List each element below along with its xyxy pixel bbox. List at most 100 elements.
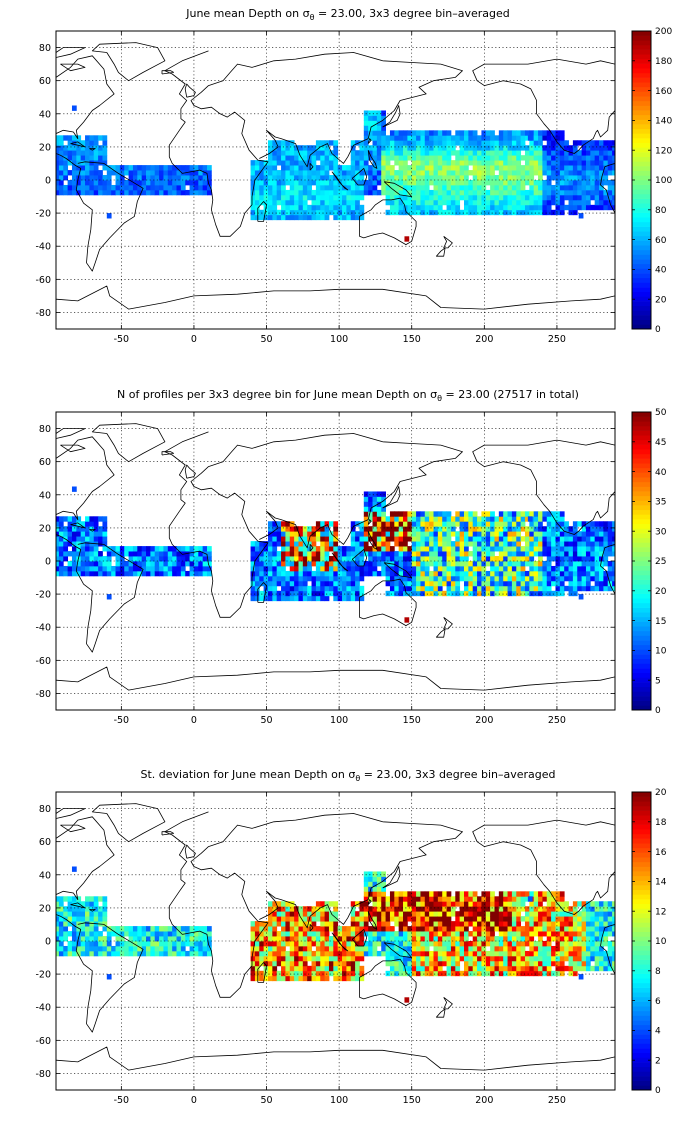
data-cell bbox=[612, 565, 615, 572]
data-cell bbox=[71, 945, 77, 952]
data-cell bbox=[355, 551, 360, 557]
data-cell bbox=[368, 936, 373, 942]
data-cell bbox=[359, 175, 365, 181]
data-cell bbox=[464, 970, 469, 977]
data-cell bbox=[376, 150, 382, 156]
data-cell bbox=[328, 204, 334, 211]
data-cell bbox=[546, 585, 552, 592]
data-cell bbox=[93, 155, 99, 161]
data-cell bbox=[89, 551, 95, 557]
data-cell bbox=[368, 496, 373, 502]
data-cell bbox=[132, 570, 138, 577]
data-cell bbox=[102, 180, 108, 186]
data-cell bbox=[585, 150, 591, 156]
data-cell bbox=[403, 896, 408, 902]
data-cell bbox=[455, 901, 461, 907]
data-cell bbox=[359, 541, 365, 547]
data-cell bbox=[498, 135, 504, 141]
data-cell bbox=[455, 551, 461, 557]
data-cell bbox=[577, 955, 583, 962]
data-cell bbox=[568, 175, 574, 181]
data-cell bbox=[85, 546, 90, 552]
data-cell bbox=[150, 931, 156, 937]
data-cell bbox=[459, 575, 465, 582]
data-cell bbox=[398, 945, 404, 952]
data-cell bbox=[281, 209, 286, 216]
data-cell bbox=[581, 936, 587, 942]
data-cell bbox=[372, 491, 378, 497]
data-cell bbox=[437, 960, 443, 967]
data-cell bbox=[407, 960, 413, 967]
data-cell bbox=[429, 891, 434, 897]
coastline bbox=[600, 163, 615, 214]
data-cell bbox=[315, 155, 321, 161]
data-cell bbox=[250, 565, 256, 572]
data-cell bbox=[276, 595, 282, 602]
data-cell bbox=[429, 970, 434, 977]
data-cell bbox=[581, 180, 587, 186]
data-cell bbox=[263, 580, 269, 587]
data-cell bbox=[446, 556, 452, 562]
data-cell bbox=[294, 590, 299, 597]
data-cell bbox=[577, 165, 583, 171]
data-cell bbox=[507, 896, 513, 902]
data-cell bbox=[281, 551, 286, 557]
data-cell bbox=[511, 575, 517, 582]
data-cell bbox=[477, 165, 482, 171]
data-cell bbox=[524, 135, 530, 141]
data-cell bbox=[468, 945, 474, 952]
data-cell bbox=[320, 184, 326, 191]
data-cell bbox=[490, 916, 495, 922]
data-cell bbox=[119, 941, 125, 947]
data-cell bbox=[320, 551, 326, 557]
data-cell bbox=[376, 941, 382, 947]
data-cell bbox=[464, 209, 469, 216]
data-cell bbox=[398, 580, 404, 587]
data-cell bbox=[411, 536, 417, 542]
data-cell bbox=[564, 541, 569, 547]
data-cell bbox=[564, 955, 569, 962]
data-cell bbox=[468, 931, 474, 937]
data-cell bbox=[263, 931, 269, 937]
data-cell bbox=[272, 541, 278, 547]
data-cell bbox=[328, 945, 334, 952]
data-cell bbox=[359, 945, 365, 952]
data-cell bbox=[564, 906, 569, 912]
data-cell bbox=[542, 906, 548, 912]
data-cell bbox=[581, 531, 587, 537]
data-cell bbox=[455, 521, 461, 527]
data-cell bbox=[71, 531, 77, 537]
data-cell bbox=[363, 906, 369, 912]
data-cell bbox=[490, 521, 495, 527]
data-cell bbox=[328, 536, 334, 542]
data-cell bbox=[372, 521, 378, 527]
data-cell bbox=[407, 189, 413, 196]
data-cell bbox=[71, 556, 77, 562]
data-cell bbox=[520, 575, 526, 582]
data-cell bbox=[437, 931, 443, 937]
data-cell bbox=[420, 911, 426, 917]
data-cell bbox=[141, 170, 147, 176]
data-cell bbox=[67, 561, 73, 567]
data-cell bbox=[172, 941, 177, 947]
data-cell bbox=[494, 175, 500, 181]
data-cell bbox=[507, 184, 513, 191]
data-cell bbox=[546, 906, 552, 912]
data-cell bbox=[455, 531, 461, 537]
data-cell bbox=[459, 896, 465, 902]
data-cell bbox=[385, 950, 391, 957]
data-cell bbox=[459, 184, 465, 191]
data-cell bbox=[411, 945, 417, 952]
data-cell bbox=[542, 526, 548, 532]
data-cell bbox=[115, 165, 121, 171]
data-cell bbox=[459, 209, 465, 216]
data-cell bbox=[263, 945, 269, 952]
data-cell bbox=[320, 970, 326, 977]
data-cell bbox=[71, 911, 77, 917]
data-cell bbox=[490, 155, 495, 161]
data-cell bbox=[80, 570, 86, 577]
data-cell bbox=[132, 945, 138, 952]
data-cell bbox=[294, 170, 299, 176]
data-cell bbox=[167, 180, 173, 186]
data-cell bbox=[272, 575, 278, 582]
